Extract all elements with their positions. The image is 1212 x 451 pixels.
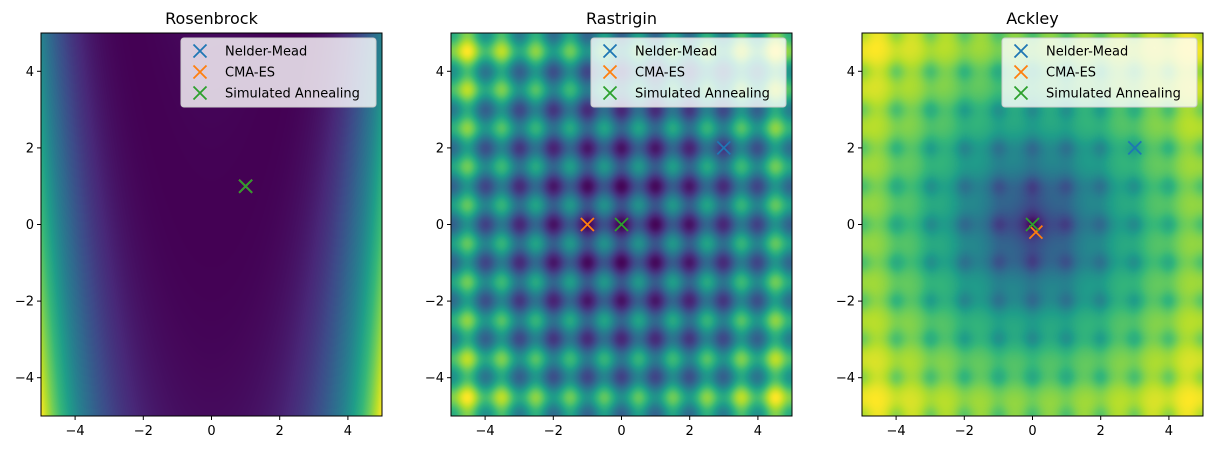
y-tick-label: −4	[425, 371, 444, 386]
subplot-ackley: Ackley −4 −2 0 2 4 −4 −2 0 2 4 Nelder-Mead CMA-ES Sim…	[836, 9, 1204, 439]
subplot-rastrigin: Rastrigin −4 −2 0 2 4 −4 −2 0 2 4 Nelder-Mead CMA-ES…	[425, 9, 793, 439]
y-tick-label: 4	[26, 65, 34, 80]
x-tick-label: 0	[617, 424, 625, 439]
legend-label: Simulated Annealing	[1046, 87, 1181, 102]
x-tick-label: −4	[66, 424, 85, 439]
legend-label: Simulated Annealing	[225, 87, 360, 102]
y-tick-label: 2	[26, 141, 34, 156]
x-tick-label: 0	[1028, 424, 1036, 439]
y-tick-label: −2	[425, 295, 444, 310]
marker-nelder-mead	[1127, 140, 1142, 156]
x-tick-label: 2	[686, 424, 694, 439]
y-tick-label: 2	[436, 141, 444, 156]
x-tick-label: −4	[476, 424, 495, 439]
legend-marker	[1013, 64, 1029, 80]
y-tick-label: −2	[15, 295, 34, 310]
y-tick-label: −4	[15, 371, 34, 386]
legend-marker	[1013, 43, 1029, 59]
x-tick-label: −2	[544, 424, 563, 439]
y-tick-label: 4	[847, 65, 855, 80]
y-tick-label: 4	[436, 65, 444, 80]
chart-title: Rastrigin	[586, 9, 657, 28]
legend: Nelder-Mead CMA-ES Simulated Annealing	[590, 37, 787, 108]
legend-marker	[602, 43, 618, 59]
x-tick-label: 2	[276, 424, 284, 439]
y-tick-label: 0	[436, 218, 444, 233]
marker-nelder-mead	[716, 140, 731, 156]
legend-marker	[1013, 85, 1029, 101]
y-tick-label: −4	[836, 371, 855, 386]
marker-cma-es	[1028, 225, 1044, 240]
legend-box	[590, 37, 787, 108]
legend-box	[1001, 37, 1198, 108]
marker-simulated-annealing	[614, 217, 629, 232]
y-tick-label: 0	[26, 218, 34, 233]
legend-label: Simulated Annealing	[635, 87, 770, 102]
x-tick-label: −2	[955, 424, 974, 439]
x-tick-label: 2	[1097, 424, 1105, 439]
legend-marker	[192, 43, 208, 59]
marker-simulated-annealing	[1025, 217, 1040, 232]
x-tick-label: 4	[754, 424, 762, 439]
legend: Nelder-Mead CMA-ES Simulated Annealing	[180, 37, 377, 108]
legend-marker	[602, 85, 618, 101]
legend-label: CMA-ES	[225, 66, 275, 81]
legend-box	[180, 37, 377, 108]
chart-title: Ackley	[1006, 9, 1058, 28]
subplot-rosenbrock: Rosenbrock −4 −2 0 2 4 −4 −2 0 2 4 Nelder-Mead CMA-E…	[15, 9, 383, 439]
y-tick-label: 2	[847, 141, 855, 156]
x-tick-label: −2	[134, 424, 153, 439]
x-tick-label: −4	[887, 424, 906, 439]
x-tick-label: 4	[344, 424, 352, 439]
x-tick-label: 0	[207, 424, 215, 439]
chart-title: Rosenbrock	[165, 9, 258, 28]
legend-label: Nelder-Mead	[635, 45, 717, 60]
legend-marker	[192, 64, 208, 80]
marker-simulated-annealing	[238, 179, 253, 194]
legend-label: CMA-ES	[1046, 66, 1096, 81]
x-tick-label: 4	[1165, 424, 1173, 439]
legend-label: Nelder-Mead	[1046, 45, 1128, 60]
y-tick-label: 0	[847, 218, 855, 233]
marker-cma-es	[580, 217, 595, 232]
legend: Nelder-Mead CMA-ES Simulated Annealing	[1001, 37, 1198, 108]
legend-label: CMA-ES	[635, 66, 685, 81]
legend-marker	[192, 85, 208, 101]
legend-label: Nelder-Mead	[225, 45, 307, 60]
legend-marker	[602, 64, 618, 80]
y-tick-label: −2	[836, 295, 855, 310]
